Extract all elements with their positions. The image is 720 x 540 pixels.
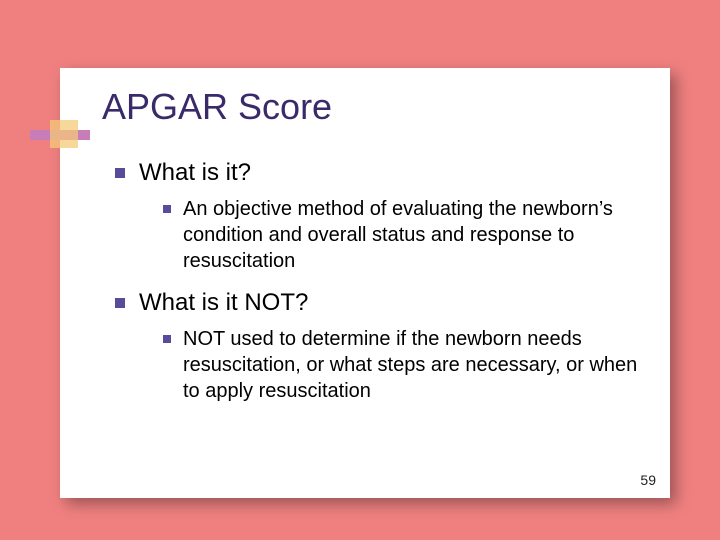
accent-square: [50, 120, 78, 148]
slide-title: APGAR Score: [102, 86, 332, 128]
list-subitem-text: NOT used to determine if the newborn nee…: [183, 326, 655, 404]
page-number: 59: [640, 472, 656, 488]
bullet-icon: [115, 168, 125, 178]
slide-body: APGAR Score What is it? An objective met…: [60, 68, 670, 498]
list-subitem: NOT used to determine if the newborn nee…: [163, 326, 655, 404]
list-item: What is it?: [115, 158, 655, 188]
bullet-icon: [163, 205, 171, 213]
list-subitem-text: An objective method of evaluating the ne…: [183, 196, 655, 274]
list-item: What is it NOT?: [115, 288, 655, 318]
list-item-label: What is it NOT?: [139, 288, 308, 318]
list-subitem: An objective method of evaluating the ne…: [163, 196, 655, 274]
bullet-icon: [163, 335, 171, 343]
list-item-label: What is it?: [139, 158, 251, 188]
bullet-icon: [115, 298, 125, 308]
slide-content: What is it? An objective method of evalu…: [115, 158, 655, 418]
